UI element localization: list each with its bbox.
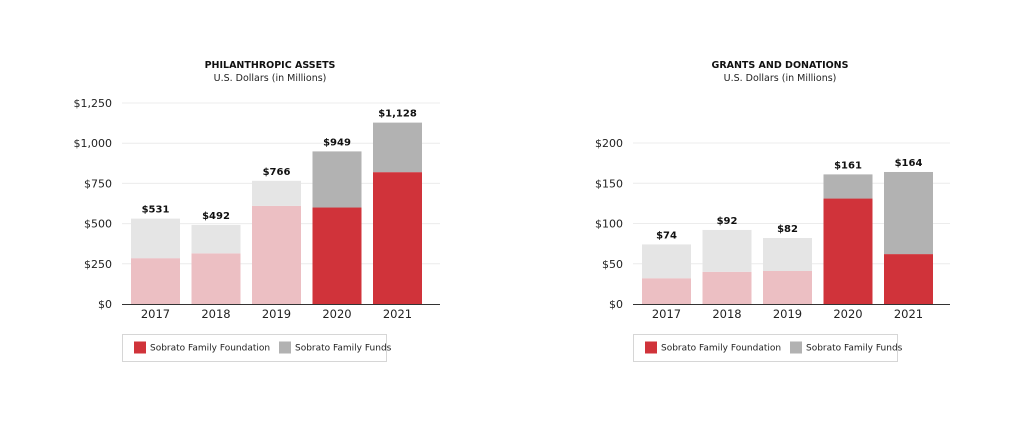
bar-segment-foundation (252, 205, 301, 304)
x-tick-label: 2020 (322, 307, 351, 321)
x-tick-label: 2021 (894, 307, 923, 321)
bar-segment-foundation (642, 278, 691, 304)
bar-total-label: $82 (777, 224, 798, 235)
legend-swatch-foundation (645, 341, 657, 354)
chart-subtitle: U.S. Dollars (in Millions) (214, 73, 327, 84)
legend-label-funds: Sobrato Family Funds (295, 344, 392, 354)
x-tick-label: 2020 (833, 307, 862, 321)
chart-philanthropic-assets: PHILANTHROPIC ASSETS U.S. Dollars (in Mi… (74, 60, 440, 362)
legend-label-funds: Sobrato Family Funds (806, 344, 903, 354)
y-tick-label: $1,000 (74, 137, 113, 150)
legend-swatch-funds (790, 341, 802, 354)
bar-segment-foundation (763, 270, 812, 304)
y-tick-label: $200 (595, 137, 623, 150)
bar-total-label: $92 (717, 216, 738, 227)
x-tick-label: 2017 (141, 307, 170, 321)
x-tick-label: 2021 (383, 307, 412, 321)
bar-segment-foundation (191, 253, 241, 304)
bar-total-label: $949 (323, 137, 351, 148)
y-tick-label: $150 (595, 177, 623, 190)
y-tick-label: $750 (84, 177, 112, 190)
bar-segment-funds (642, 244, 691, 279)
bar-total-label: $74 (656, 230, 677, 241)
x-tick-label: 2019 (773, 307, 802, 321)
bar-segment-foundation (702, 271, 752, 304)
bar-segment-funds (252, 180, 301, 206)
y-tick-label: $100 (595, 218, 623, 231)
x-tick-label: 2018 (712, 307, 741, 321)
bar-segment-funds (702, 229, 752, 272)
bar-total-label: $1,128 (378, 109, 417, 120)
legend-label-foundation: Sobrato Family Foundation (150, 344, 270, 354)
legend-box (122, 334, 387, 362)
bar-segment-funds (763, 237, 812, 271)
chart-title: PHILANTHROPIC ASSETS (205, 60, 336, 71)
chart-subtitle: U.S. Dollars (in Millions) (724, 73, 837, 84)
bar-total-label: $164 (895, 158, 923, 169)
chart-grants-and-donations: GRANTS AND DONATIONS U.S. Dollars (in Mi… (595, 60, 950, 362)
bar-segment-funds (131, 218, 180, 259)
legend-box (633, 334, 898, 362)
bar-total-label: $766 (263, 167, 291, 178)
y-tick-label: $500 (84, 218, 112, 231)
bar-segment-foundation (823, 198, 873, 304)
legend-swatch-foundation (134, 341, 146, 354)
y-tick-label: $1,250 (74, 97, 113, 110)
x-tick-label: 2018 (201, 307, 230, 321)
x-tick-label: 2017 (652, 307, 681, 321)
y-tick-label: $50 (602, 258, 623, 271)
bar-segment-funds (191, 224, 241, 254)
x-tick-label: 2019 (262, 307, 291, 321)
y-tick-label: $0 (609, 298, 623, 311)
legend-label-foundation: Sobrato Family Foundation (661, 344, 781, 354)
bar-segment-funds (373, 122, 422, 173)
bar-segment-funds (312, 151, 362, 208)
legend-swatch-funds (279, 341, 291, 354)
bar-total-label: $531 (142, 205, 170, 216)
y-tick-label: $250 (84, 258, 112, 271)
bar-segment-foundation (131, 258, 180, 304)
y-tick-label: $0 (98, 298, 112, 311)
bar-segment-funds (884, 171, 933, 255)
bar-segment-foundation (884, 254, 933, 304)
bar-segment-foundation (373, 172, 422, 304)
bar-total-label: $161 (834, 160, 862, 171)
bar-segment-foundation (312, 207, 362, 304)
bar-total-label: $492 (202, 211, 230, 222)
chart-title: GRANTS AND DONATIONS (712, 60, 849, 71)
bar-segment-funds (823, 174, 873, 199)
